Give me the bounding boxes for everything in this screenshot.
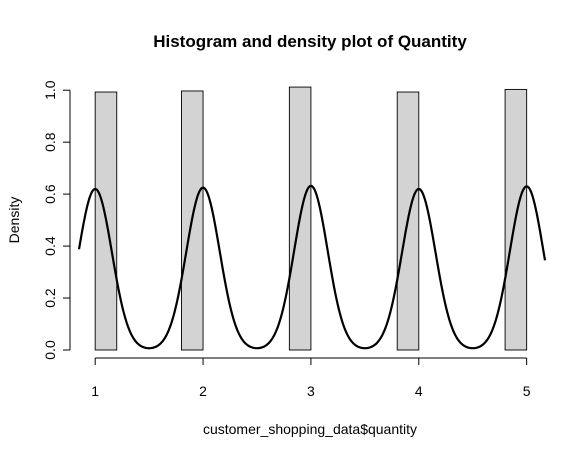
y-tick-label-0.4: 0.4 [42,236,58,256]
y-tick-label-0.0: 0.0 [42,340,58,360]
y-tick-label-0.2: 0.2 [42,288,58,308]
x-tick-label-4: 4 [415,383,423,399]
y-tick-label-0.6: 0.6 [42,184,58,204]
x-axis: 1 2 3 4 5 [91,357,531,399]
histogram-bars [94,86,528,351]
y-tick-label-1.0: 1.0 [42,80,58,100]
y-tick-label-0.8: 0.8 [42,132,58,152]
x-tick-label-2: 2 [199,383,207,399]
y-axis: 0.0 0.2 0.4 0.6 0.8 1.0 [42,80,71,360]
chart-title: Histogram and density plot of Quantity [153,32,467,51]
x-axis-label: customer_shopping_data$quantity [203,421,417,437]
x-tick-label-5: 5 [523,383,531,399]
x-tick-label-3: 3 [307,383,315,399]
y-axis-label: Density [6,197,22,244]
x-tick-label-1: 1 [91,383,99,399]
density-curve [77,184,547,350]
